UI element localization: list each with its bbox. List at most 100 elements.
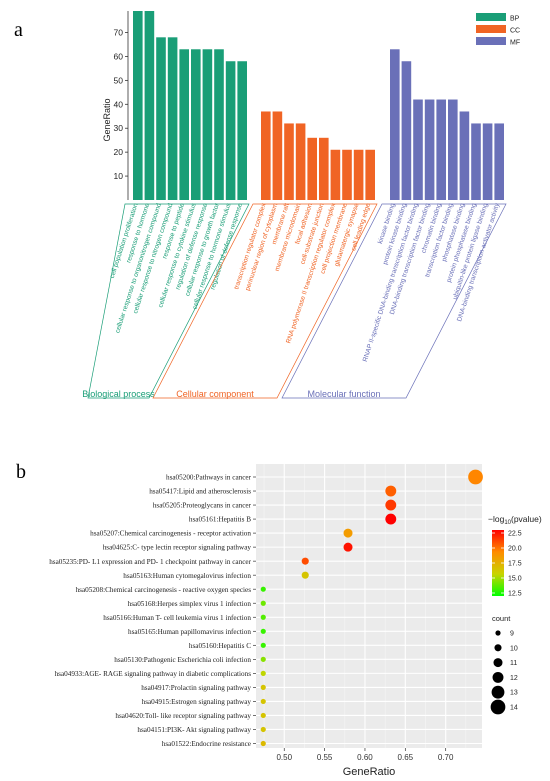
- pvalue-color-legend: −log10(pvalue) 22.5 20.0 17.5 15.0 12.5: [488, 514, 542, 598]
- bar-mf: [413, 99, 423, 200]
- pathway-label: hsa05207:Chemical carcinogenesis - recep…: [90, 530, 251, 538]
- plot-panel-background: [256, 464, 482, 748]
- pathway-label: hsa04620:Toll- like receptor signaling p…: [115, 712, 251, 720]
- pathway-label: hsa05161:Hepatitis B: [189, 516, 251, 524]
- bar-bp: [167, 37, 178, 201]
- size-legend-label: 13: [510, 690, 518, 697]
- group-box-mf: [281, 203, 507, 399]
- legend-swatch-mf: [476, 37, 506, 45]
- bar-cc: [365, 149, 375, 200]
- bar-cc: [342, 149, 352, 200]
- bar-mf: [448, 99, 458, 200]
- panel-b-x-axis-label: GeneRatio: [343, 766, 396, 778]
- data-point: [260, 614, 266, 620]
- y-tick-label: 10: [114, 171, 124, 181]
- pathway-label: hsa05417:Lipid and atherosclerosis: [149, 488, 251, 496]
- panel-a-y-axis-label: GeneRatio: [102, 98, 112, 141]
- bar-cc: [295, 123, 306, 200]
- y-tick-label: 70: [114, 28, 124, 38]
- pathway-label: hsa04917:Prolactin signaling pathway: [141, 684, 251, 692]
- color-bar: [492, 530, 504, 596]
- data-point: [260, 740, 266, 747]
- panel-b-category-labels: hsa05200:Pathways in cancer hsa05417:Lipi…: [49, 474, 256, 748]
- y-tick-label: 30: [114, 123, 124, 133]
- count-size-legend: count 9 10 11 12 13 14: [490, 614, 518, 715]
- data-point: [260, 712, 266, 719]
- data-point: [260, 684, 266, 690]
- data-point: [260, 600, 266, 606]
- bar-cc: [307, 137, 317, 200]
- pathway-label: hsa01522:Endocrine resistance: [162, 740, 251, 748]
- size-legend-dot: [493, 658, 503, 668]
- x-tick-label: 0.60: [357, 753, 373, 762]
- data-point: [260, 698, 266, 705]
- bar-bp: [133, 11, 143, 200]
- group-box-cc: [152, 203, 378, 399]
- bar-bp: [225, 61, 236, 200]
- bar-cc: [261, 111, 271, 200]
- bar-mf: [390, 49, 400, 201]
- pathway-label: hsa05165:Human papillomavirus infection: [128, 628, 251, 636]
- panel-a-label: a: [14, 19, 23, 41]
- pathway-label: hsa04915:Estrogen signaling pathway: [142, 698, 252, 706]
- size-legend-dot: [492, 671, 504, 683]
- size-legend-label: 10: [510, 645, 518, 652]
- bar-bp: [202, 49, 213, 201]
- bar-mf: [459, 111, 470, 200]
- color-bar-label: 17.5: [508, 561, 522, 568]
- bar-cc: [319, 137, 329, 200]
- data-point: [385, 485, 397, 497]
- color-legend-title: −log10(pvalue): [488, 514, 542, 526]
- size-legend-label: 14: [510, 705, 518, 712]
- data-point: [260, 670, 266, 676]
- legend-swatch-cc: [476, 25, 506, 33]
- kegg-dot-plot: b hsa05200:Pathways in cancer hsa05417:Li…: [16, 461, 542, 778]
- bar-bp: [237, 61, 247, 200]
- size-legend-dot: [494, 644, 502, 652]
- title-main: −log: [488, 514, 505, 524]
- size-legend-title: count: [492, 614, 511, 623]
- group-box-bp: [87, 203, 250, 399]
- data-point: [260, 656, 266, 662]
- x-tick-label: 0.55: [317, 753, 333, 762]
- color-bar-label: 15.0: [508, 576, 522, 583]
- bar-bp: [214, 49, 224, 201]
- pathway-label: hsa04933:AGE- RAGE signaling pathway in …: [55, 670, 252, 678]
- y-tick-label: 20: [114, 147, 124, 157]
- panel-b-x-ticks: 0.50 0.55 0.60 0.65 0.70: [276, 748, 454, 762]
- data-point: [468, 469, 483, 485]
- legend-label: BP: [510, 16, 520, 23]
- size-legend-dot: [490, 699, 506, 715]
- data-point: [301, 557, 309, 565]
- pathway-label: hsa05168:Herpes simplex virus 1 infectio…: [128, 600, 252, 608]
- x-tick-label: 0.50: [276, 753, 292, 762]
- pathway-label: hsa05130:Pathogenic Escherichia coli inf…: [114, 656, 251, 664]
- data-point: [260, 586, 266, 592]
- panel-a-y-axis: 10 20 30 40 50 60 70: [114, 11, 129, 200]
- pathway-label: hsa05160:Hepatitis C: [189, 642, 251, 650]
- panel-a-bars: [133, 11, 504, 201]
- bar-bp: [191, 49, 201, 201]
- bar-bp: [179, 49, 189, 201]
- pathway-label: hsa04151:PI3K- Akt signaling pathway: [137, 726, 251, 734]
- color-bar-label: 22.5: [508, 531, 522, 538]
- bar-bp: [156, 37, 166, 201]
- bar-bp: [144, 11, 155, 200]
- data-point: [301, 571, 309, 579]
- data-point: [385, 513, 397, 525]
- size-legend-dot: [495, 630, 501, 636]
- bar-cc: [272, 111, 283, 200]
- bar-mf: [436, 99, 446, 200]
- pathway-label: hsa04625:C- type lectin receptor signali…: [103, 544, 252, 552]
- pathway-label: hsa05205:Proteoglycans in cancer: [153, 502, 252, 510]
- color-bar-label: 20.0: [508, 546, 522, 553]
- bar-cc: [284, 123, 294, 200]
- pathway-label: hsa05200:Pathways in cancer: [166, 474, 252, 482]
- size-legend-label: 12: [510, 675, 518, 682]
- y-tick-label: 50: [114, 75, 124, 85]
- color-bar-label: 12.5: [508, 591, 522, 598]
- bar-mf: [424, 99, 435, 200]
- bar-mf: [482, 123, 493, 200]
